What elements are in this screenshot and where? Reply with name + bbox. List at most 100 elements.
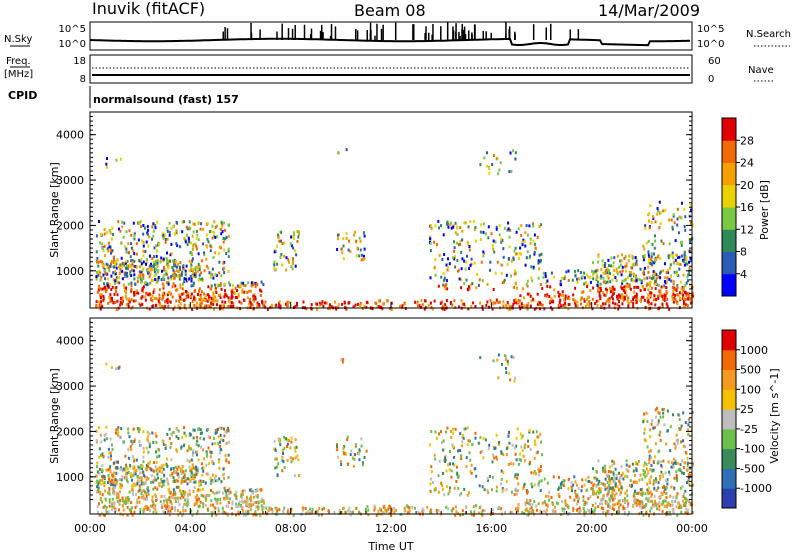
- range-cell: [111, 296, 113, 300]
- range-cell: [680, 424, 683, 428]
- range-cell: [188, 478, 191, 482]
- range-cell: [250, 303, 253, 307]
- range-cell: [671, 225, 674, 229]
- range-cell: [172, 496, 175, 500]
- range-cell: [661, 408, 664, 411]
- range-cell: [103, 232, 106, 236]
- range-cell: [315, 510, 318, 514]
- range-cell: [514, 298, 517, 302]
- range-cell: [140, 262, 143, 266]
- range-cell: [274, 305, 277, 309]
- range-cell: [684, 303, 687, 307]
- range-cell: [116, 280, 119, 284]
- range-cell: [682, 296, 685, 300]
- range-cell: [118, 502, 121, 506]
- range-cell: [138, 488, 141, 492]
- range-cell: [162, 500, 165, 504]
- range-cell: [628, 464, 631, 468]
- range-cell: [503, 226, 506, 230]
- range-cell: [296, 239, 299, 243]
- range-cell: [205, 257, 208, 261]
- range-cell: [195, 500, 198, 504]
- range-cell: [191, 463, 194, 467]
- range-cell: [533, 483, 536, 487]
- range-cell: [138, 270, 141, 274]
- range-cell: [588, 304, 591, 308]
- range-cell: [444, 287, 447, 291]
- range-cell: [114, 281, 116, 285]
- range-cell: [635, 469, 638, 473]
- range-cell: [647, 288, 650, 292]
- range-cell: [408, 506, 411, 510]
- range-cell: [614, 482, 617, 486]
- range-cell: [600, 506, 603, 510]
- range-cell: [193, 476, 196, 480]
- range-cell: [595, 470, 598, 474]
- range-cell: [459, 449, 462, 452]
- range-cell: [342, 257, 345, 261]
- range-cell: [442, 448, 445, 452]
- range-cell: [125, 291, 128, 295]
- range-cell: [667, 271, 670, 274]
- range-cell: [551, 502, 554, 506]
- range-cell: [604, 302, 607, 306]
- range-cell: [541, 303, 544, 307]
- range-cell: [528, 428, 531, 432]
- range-cell: [209, 476, 212, 480]
- range-cell: [496, 457, 498, 461]
- range-cell: [505, 355, 507, 359]
- range-cell: [191, 513, 194, 517]
- range-cell: [500, 240, 503, 244]
- range-cell: [336, 248, 339, 251]
- range-cell: [635, 461, 637, 465]
- range-cell: [227, 269, 230, 273]
- range-cell: [235, 513, 237, 517]
- range-cell: [241, 493, 244, 497]
- range-cell: [228, 281, 230, 285]
- range-cell: [583, 299, 586, 303]
- range-cell: [557, 290, 560, 294]
- range-cell: [665, 302, 668, 306]
- range-cell: [626, 475, 629, 479]
- range-cell: [611, 494, 614, 498]
- range-cell: [654, 279, 657, 283]
- range-cell: [98, 220, 100, 223]
- range-cell: [659, 212, 662, 216]
- range-cell: [617, 500, 620, 504]
- range-cell: [500, 469, 503, 473]
- range-cell: [479, 230, 482, 234]
- range-cell: [199, 227, 202, 231]
- range-cell: [663, 296, 666, 300]
- range-cell: [281, 455, 284, 459]
- range-cell: [98, 447, 101, 451]
- range-cell: [617, 307, 620, 311]
- range-cell: [453, 463, 456, 467]
- range-cell: [674, 459, 677, 463]
- range-cell: [647, 486, 650, 490]
- range-cell: [611, 290, 614, 294]
- colorbar-segment: [722, 273, 736, 297]
- range-cell: [564, 304, 567, 308]
- range-cell: [222, 240, 225, 244]
- range-cell: [146, 258, 148, 261]
- range-cell: [248, 488, 251, 492]
- range-cell: [139, 219, 142, 223]
- range-cell: [450, 429, 452, 433]
- range-cell: [197, 488, 200, 492]
- range-cell: [238, 511, 241, 515]
- range-cell: [426, 505, 429, 509]
- range-cell: [182, 505, 185, 509]
- range-cell: [672, 260, 675, 264]
- range-cell: [665, 290, 668, 294]
- range-cell: [578, 506, 581, 510]
- range-cell: [119, 267, 122, 271]
- range-cell: [430, 227, 433, 231]
- range-cell: [206, 454, 209, 458]
- range-cell: [183, 492, 186, 496]
- range-cell: [95, 304, 98, 308]
- range-cell: [628, 511, 631, 515]
- range-cell: [619, 491, 622, 495]
- range-cell: [659, 430, 662, 434]
- range-cell: [658, 200, 661, 204]
- range-cell: [577, 496, 580, 500]
